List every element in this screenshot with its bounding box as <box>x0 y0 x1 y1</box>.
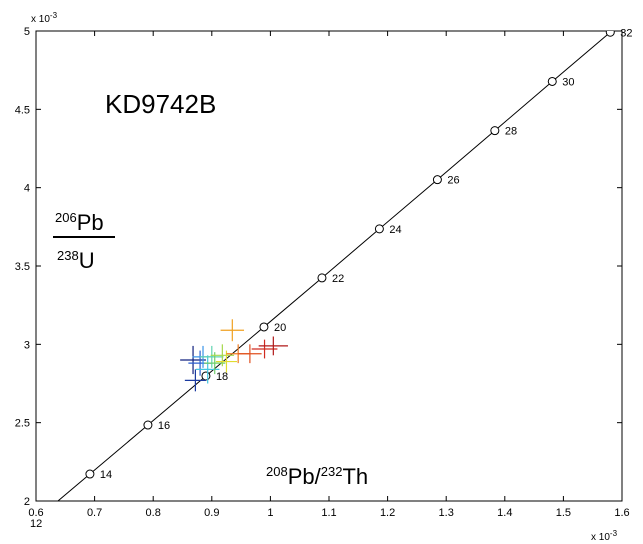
svg-text:238U: 238U <box>57 248 95 273</box>
y-tick-label: 4.5 <box>15 104 30 116</box>
measurement-cross <box>258 336 288 356</box>
concordia-age-label: 14 <box>100 469 112 481</box>
measurement-cross <box>180 345 206 375</box>
concordia-age-label: 32 <box>620 27 632 39</box>
concordia-age-label: 22 <box>332 273 344 285</box>
concordia-marker <box>317 273 327 283</box>
measurement-cross <box>200 345 224 368</box>
concordia-marker <box>259 322 269 332</box>
x-tick-labels: 0.6 0.7 0.8 0.9 1 1.1 1.2 1.3 1.4 1.5 1.6 <box>28 507 629 519</box>
concordia-marker <box>374 224 384 234</box>
y-tick-label: 4 <box>24 183 30 195</box>
concordia-marker <box>490 126 500 136</box>
y-tick-label: 2 <box>24 496 30 508</box>
x-tick-label: 1.1 <box>321 507 336 519</box>
measurement-layer <box>180 319 288 392</box>
concordia-marker <box>605 31 615 37</box>
x-tick-label: 1.6 <box>614 507 629 519</box>
concordia-age-label: 28 <box>505 126 517 138</box>
concordia-age-label: 16 <box>158 420 170 432</box>
x-tick-label: 0.9 <box>204 507 219 519</box>
age-labels: 12 14 16 18 20 22 24 26 28 30 32 <box>30 27 633 530</box>
x-multiplier: x 10-3 <box>591 529 618 543</box>
x-tick-label: 1.4 <box>497 507 512 519</box>
concordia-age-label: 30 <box>562 76 574 88</box>
x-tick-label: 0.7 <box>87 507 102 519</box>
measurement-cross <box>238 344 262 364</box>
y-axis-label: 206Pb 238U <box>53 210 115 273</box>
x-tick-label: 0.8 <box>146 507 161 519</box>
y-tick-label: 3.5 <box>15 261 30 273</box>
measurement-cross <box>184 369 206 392</box>
concordia-age-label: 26 <box>447 175 459 187</box>
concordia-age-label: 12 <box>30 518 42 530</box>
x-axis-label: 208Pb/232Th <box>266 464 368 489</box>
measurement-cross <box>210 344 235 367</box>
axis-frame <box>35 30 623 502</box>
chart-title: KD9742B <box>105 89 216 119</box>
y-tick-label: 3 <box>24 339 30 351</box>
x-tick-label: 1.5 <box>556 507 571 519</box>
y-multiplier: x 10-3 <box>31 11 58 25</box>
measurement-cross <box>220 319 245 342</box>
concordia-marker <box>201 371 211 381</box>
y-tick-label: 2.5 <box>15 418 30 430</box>
measurement-cross <box>195 355 220 384</box>
x-tick-label: 1.2 <box>380 507 395 519</box>
concordia-marker <box>547 76 557 86</box>
x-tick-label: 1.3 <box>439 507 454 519</box>
concordia-marker <box>143 420 153 430</box>
y-tick-labels: 2 2.5 3 3.5 4 4.5 5 <box>15 26 30 508</box>
y-tick-label: 5 <box>24 26 30 38</box>
concordia-age-label: 24 <box>389 224 401 236</box>
concordia-age-label: 18 <box>216 371 228 383</box>
x-tick-label: 0.6 <box>28 507 43 519</box>
svg-text:206Pb: 206Pb <box>55 210 104 235</box>
concordia-marker <box>432 175 442 185</box>
x-tick-label: 1 <box>267 507 273 519</box>
concordia-age-label: 20 <box>274 322 286 334</box>
concordia-marker <box>85 469 95 479</box>
